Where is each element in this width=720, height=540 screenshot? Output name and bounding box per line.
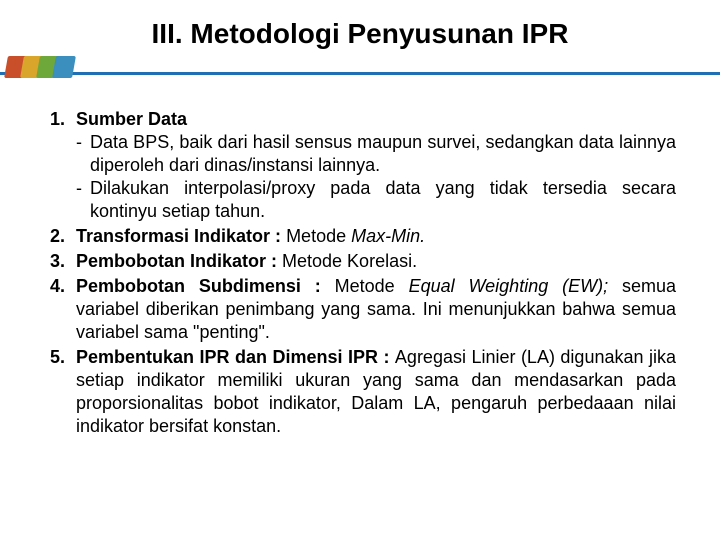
list-item: Pembobotan Indikator : Metode Korelasi.	[50, 250, 676, 273]
accent-blocks	[6, 56, 70, 78]
accent-block-4	[52, 56, 76, 78]
sub-item: Data BPS, baik dari hasil sensus maupun …	[76, 131, 676, 177]
item-head: Pembobotan Indikator :	[76, 251, 282, 271]
sublist: Data BPS, baik dari hasil sensus maupun …	[76, 131, 676, 223]
slide-title: III. Metodologi Penyusunan IPR	[0, 18, 720, 50]
item-head: Pembentukan IPR dan Dimensi IPR :	[76, 347, 395, 367]
main-list: Sumber Data Data BPS, baik dari hasil se…	[50, 108, 676, 438]
list-item: Sumber Data Data BPS, baik dari hasil se…	[50, 108, 676, 223]
list-item: Pembobotan Subdimensi : Metode Equal Wei…	[50, 275, 676, 344]
list-item: Transformasi Indikator : Metode Max-Min.	[50, 225, 676, 248]
item-text: Metode	[335, 276, 409, 296]
sub-item: Dilakukan interpolasi/proxy pada data ya…	[76, 177, 676, 223]
item-text: Metode Korelasi.	[282, 251, 417, 271]
divider-line	[0, 72, 720, 75]
item-text: Metode	[286, 226, 351, 246]
item-head: Sumber Data	[76, 109, 187, 129]
item-head: Pembobotan Subdimensi :	[76, 276, 335, 296]
title-divider	[0, 64, 720, 86]
content-area: Sumber Data Data BPS, baik dari hasil se…	[0, 86, 720, 438]
item-italic: Max-Min.	[351, 226, 425, 246]
item-head: Transformasi Indikator :	[76, 226, 286, 246]
list-item: Pembentukan IPR dan Dimensi IPR : Agrega…	[50, 346, 676, 438]
item-italic: Equal Weighting (EW);	[409, 276, 622, 296]
